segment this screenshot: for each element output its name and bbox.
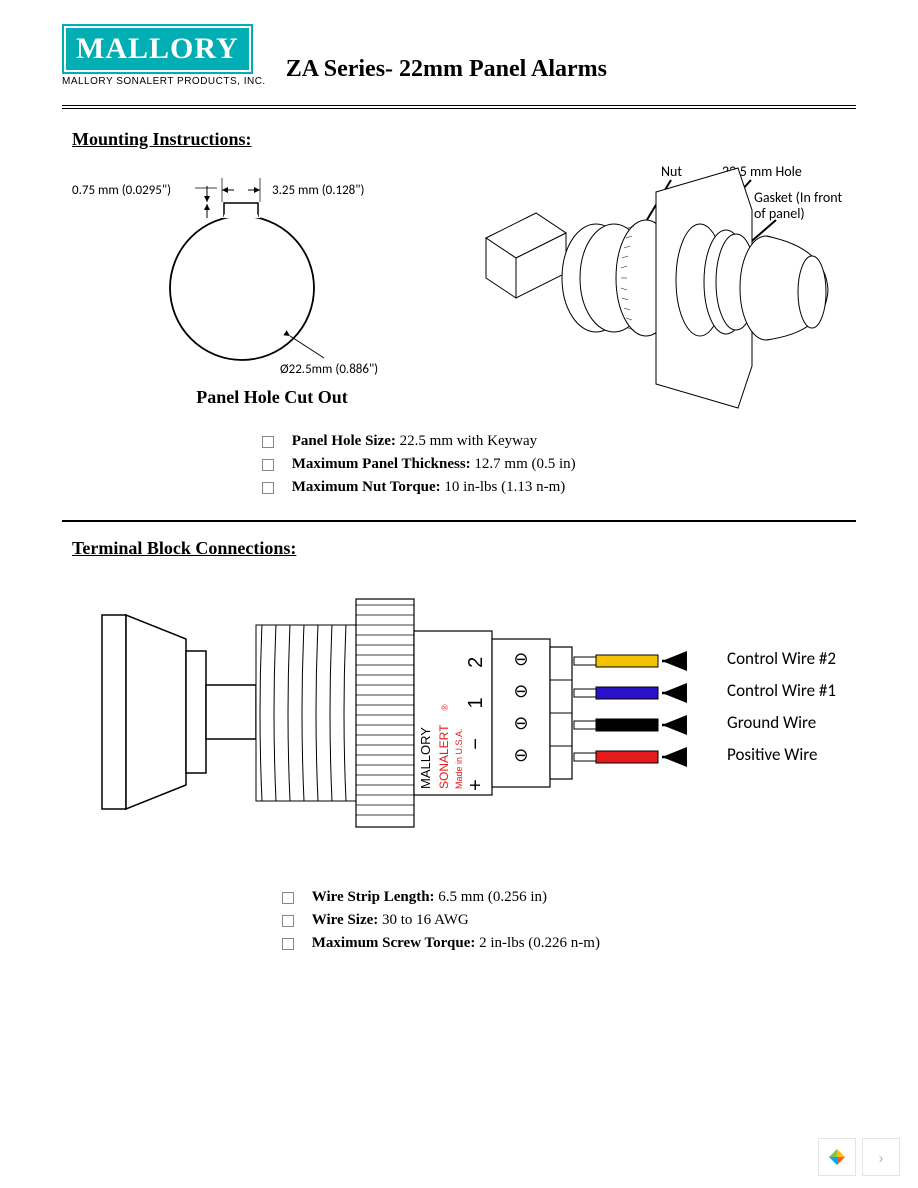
section1-specs: Panel Hole Size: 22.5 mm with Keyway Max…: [262, 433, 856, 496]
cutout-caption: Panel Hole Cut Out: [122, 387, 422, 408]
wire-label: Ground Wire: [727, 707, 836, 739]
spec-row: Wire Size: 30 to 16 AWG: [282, 912, 856, 929]
wire-label: Positive Wire: [727, 739, 836, 771]
label-gasket-l2: of panel): [754, 205, 805, 222]
section1-title: Mounting Instructions:: [72, 129, 856, 150]
spec-label: Maximum Panel Thickness:: [292, 456, 471, 472]
spec-label: Wire Size:: [312, 912, 379, 928]
section2-specs: Wire Strip Length: 6.5 mm (0.256 in) Wir…: [282, 889, 856, 952]
bullet-icon: [262, 436, 274, 448]
mounting-diagrams: 0.75 mm (0.0295") 3.25 mm (0.128"): [62, 158, 856, 423]
assembly-svg: Nut 22.5 mm Hole Gasket (In front of pan…: [456, 158, 856, 418]
cutout-svg: 0.75 mm (0.0295") 3.25 mm (0.128"): [62, 158, 422, 378]
device-reg: ®: [440, 704, 450, 711]
dim-top-right: 3.25 mm (0.128"): [272, 183, 364, 198]
next-page-button[interactable]: ›: [862, 1138, 900, 1176]
bullet-icon: [262, 459, 274, 471]
dim-diameter: Ø22.5mm (0.886"): [280, 362, 378, 377]
spec-label: Maximum Nut Torque:: [292, 479, 441, 495]
wire-label: Control Wire #2: [727, 643, 836, 675]
spec-label: Panel Hole Size:: [292, 433, 396, 449]
logo-text: MALLORY: [66, 28, 249, 70]
spec-value: 22.5 mm with Keyway: [400, 433, 537, 449]
label-gasket-l1: Gasket (In front: [754, 189, 843, 206]
spec-value: 2 in-lbs (0.226 n-m): [479, 935, 600, 951]
wire-label: Control Wire #1: [727, 675, 836, 707]
header-rule: [62, 105, 856, 113]
screw-icon: ⊖: [513, 745, 528, 765]
device-brand: MALLORY: [418, 727, 433, 789]
spec-value: 12.7 mm (0.5 in): [474, 456, 575, 472]
bullet-icon: [282, 915, 294, 927]
spec-row: Wire Strip Length: 6.5 mm (0.256 in): [282, 889, 856, 906]
terminal-diagram: MALLORY SONALERT ® Made in U.S.A. + − 1 …: [62, 569, 856, 859]
assembly-diagram: Nut 22.5 mm Hole Gasket (In front of pan…: [456, 158, 856, 423]
chevron-right-icon: ›: [878, 1147, 884, 1168]
screw-icon: ⊖: [513, 649, 528, 669]
section2-title: Terminal Block Connections:: [72, 538, 856, 559]
spec-value: 30 to 16 AWG: [382, 912, 469, 928]
label-nut: Nut: [661, 163, 682, 180]
screw-icon: ⊖: [513, 713, 528, 733]
spec-row: Maximum Screw Torque: 2 in-lbs (0.226 n-…: [282, 935, 856, 952]
logo-subtitle: MALLORY SONALERT PRODUCTS, INC.: [62, 76, 266, 87]
spec-row: Maximum Panel Thickness: 12.7 mm (0.5 in…: [262, 456, 856, 473]
device-terminals: + − 1 2: [465, 645, 487, 791]
wire-labels: Control Wire #2 Control Wire #1 Ground W…: [727, 643, 836, 771]
logo-icon: MALLORY: [62, 24, 253, 74]
device-made: Made in U.S.A.: [454, 728, 464, 789]
bullet-icon: [262, 482, 274, 494]
device-product: SONALERT: [437, 724, 451, 789]
spec-value: 6.5 mm (0.256 in): [438, 889, 547, 905]
cutout-diagram: 0.75 mm (0.0295") 3.25 mm (0.128"): [62, 158, 422, 423]
bullet-icon: [282, 892, 294, 904]
spec-row: Panel Hole Size: 22.5 mm with Keyway: [262, 433, 856, 450]
section-divider: [62, 520, 856, 522]
spec-row: Maximum Nut Torque: 10 in-lbs (1.13 n-m): [262, 479, 856, 496]
page-title: ZA Series- 22mm Panel Alarms: [286, 56, 607, 83]
logo-block: MALLORY MALLORY SONALERT PRODUCTS, INC.: [62, 24, 266, 87]
screw-icon: ⊖: [513, 681, 528, 701]
nav-corner: ›: [818, 1138, 900, 1176]
spec-label: Wire Strip Length:: [312, 889, 435, 905]
bullet-icon: [282, 938, 294, 950]
header: MALLORY MALLORY SONALERT PRODUCTS, INC. …: [62, 24, 856, 87]
spec-label: Maximum Screw Torque:: [312, 935, 476, 951]
dim-top-left: 0.75 mm (0.0295"): [72, 183, 171, 198]
spec-value: 10 in-lbs (1.13 n-m): [444, 479, 565, 495]
nav-logo-icon[interactable]: [818, 1138, 856, 1176]
